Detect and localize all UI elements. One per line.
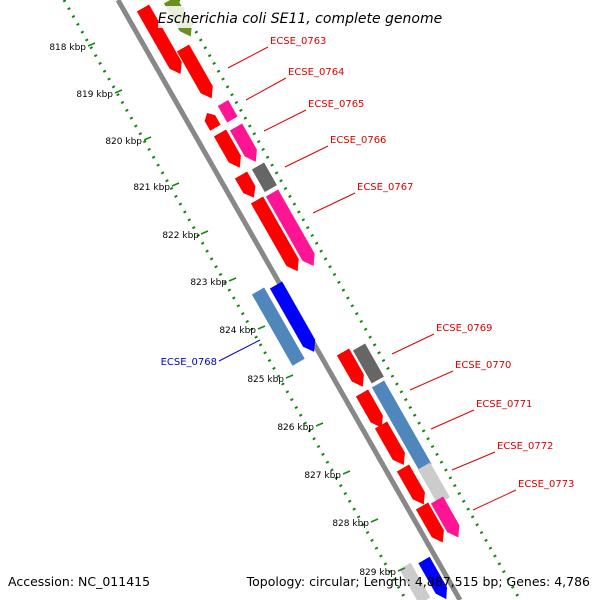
kbp-scale-ticks: 818 kbp 819 kbp 820 kbp 821 kbp 822 kbp 823 k…	[49, 42, 406, 578]
gene-label-ecse-0765[interactable]: ECSE_0765	[308, 99, 364, 110]
gene-feature-magenta-arrow[interactable]	[265, 189, 315, 267]
gene-label-ecse-0767[interactable]: ECSE_0767	[357, 182, 413, 193]
genome-stats-text: Topology: circular; Length: 4,887,515 bp…	[246, 574, 590, 589]
gene-label-leader	[263, 109, 307, 132]
kbp-tick-mark	[397, 567, 406, 572]
gene-label-leader	[391, 333, 435, 355]
gene-label-ecse-0773[interactable]: ECSE_0773	[518, 479, 574, 490]
gene-feature-red-arrow[interactable]	[374, 421, 405, 466]
gene-feature-darkgray-block[interactable]	[251, 162, 277, 193]
gene-label-ecse-0766[interactable]: ECSE_0766	[330, 135, 386, 146]
kbp-tick-label: 823 kbp	[190, 278, 227, 288]
title-backdrop	[158, 6, 442, 28]
gene-feature-red-arrow[interactable]	[213, 129, 241, 168]
gene-label-leader	[472, 489, 517, 511]
gene-feature-red-arrow[interactable]	[234, 171, 256, 198]
gene-label-leader	[227, 46, 269, 69]
gene-feature-red-arrow[interactable]	[250, 196, 299, 272]
gene-feature-lightgray-block[interactable]	[417, 462, 450, 505]
kbp-tick-label: 826 kbp	[277, 423, 314, 433]
gene-labels: ECSE_0763 ECSE_0764 ECSE_0765 ECSE_0766 ECSE…	[161, 36, 574, 511]
kbp-tick-mark	[200, 230, 209, 235]
kbp-tick-label: 828 kbp	[332, 519, 369, 529]
gene-feature-red-arrow[interactable]	[136, 4, 182, 75]
kbp-tick-label: 820 kbp	[105, 137, 142, 147]
gene-feature-red-arrow[interactable]	[396, 464, 425, 505]
gene-feature-lightgray-block[interactable]	[399, 562, 431, 600]
tick-dot-track-outer	[176, 0, 522, 600]
gene-label-leader	[218, 339, 261, 362]
kbp-tick-mark	[171, 182, 180, 187]
gene-features	[136, 0, 460, 600]
gene-label-ecse-0764[interactable]: ECSE_0764	[288, 67, 344, 78]
kbp-tick-label: 824 kbp	[219, 326, 256, 336]
gene-feature-magenta-arrow[interactable]	[430, 496, 460, 538]
gene-label-ecse-0772[interactable]: ECSE_0772	[497, 441, 553, 452]
gene-feature-blue-arrow[interactable]	[418, 556, 447, 600]
gene-feature-red-arrow[interactable]	[415, 502, 444, 543]
tick-dot-track-inner	[62, 0, 408, 600]
gene-feature-darkgray-block[interactable]	[352, 343, 384, 384]
gene-label-ecse-0769[interactable]: ECSE_0769	[436, 323, 492, 334]
kbp-tick-mark	[370, 518, 379, 523]
kbp-tick-mark	[257, 325, 266, 330]
kbp-tick-mark	[87, 42, 96, 47]
accession-text: Accession: NC_011415	[8, 574, 151, 589]
gene-label-ecse-0768[interactable]: ECSE_0768	[161, 357, 217, 368]
gene-label-ecse-0763[interactable]: ECSE_0763	[270, 36, 326, 47]
kbp-tick-label: 829 kbp	[359, 568, 396, 578]
kbp-tick-label: 818 kbp	[49, 43, 86, 53]
gene-feature-steelblue-block[interactable]	[251, 287, 305, 366]
kbp-tick-mark	[315, 422, 324, 427]
gene-label-leader	[430, 409, 475, 430]
gene-feature-red-arrow[interactable]	[204, 113, 221, 131]
map-title: Escherichia coli SE11, complete genome	[158, 11, 442, 27]
kbp-tick-label: 822 kbp	[162, 231, 199, 241]
kbp-tick-label: 825 kbp	[247, 375, 284, 385]
kbp-tick-mark	[285, 374, 294, 379]
kbp-tick-mark	[228, 277, 237, 282]
gene-label-leader	[312, 192, 356, 214]
gene-label-leader	[451, 451, 496, 471]
gene-feature-red-arrow[interactable]	[176, 44, 213, 99]
gene-label-leader	[284, 145, 329, 168]
kbp-tick-mark	[342, 470, 351, 475]
kbp-tick-mark	[143, 136, 152, 141]
gene-feature-magenta-block[interactable]	[217, 100, 238, 123]
gene-label-leader	[245, 77, 287, 101]
gene-feature-steelblue-block[interactable]	[371, 380, 432, 471]
kbp-tick-label: 827 kbp	[304, 471, 341, 481]
gene-feature-blue-arrow[interactable]	[269, 281, 316, 352]
kbp-tick-label: 821 kbp	[133, 183, 170, 193]
kbp-tick-label: 819 kbp	[76, 90, 113, 100]
gene-label-ecse-0771[interactable]: ECSE_0771	[476, 399, 532, 410]
gene-feature-red-arrow[interactable]	[355, 389, 383, 428]
kbp-tick-mark	[114, 89, 123, 94]
gene-label-ecse-0770[interactable]: ECSE_0770	[455, 360, 511, 371]
gene-feature-red-arrow[interactable]	[336, 348, 364, 387]
gene-label-leader	[409, 370, 454, 391]
gene-feature-magenta-arrow[interactable]	[229, 123, 257, 162]
